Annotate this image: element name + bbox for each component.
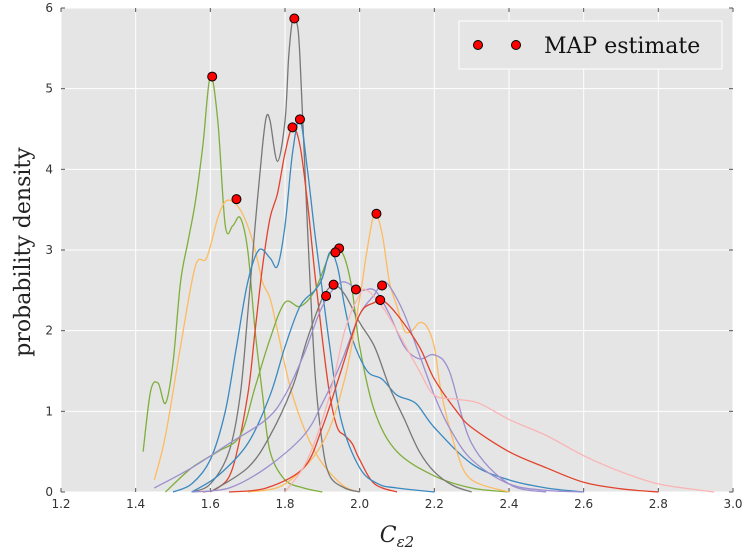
density-curve-7 xyxy=(191,251,584,493)
legend-marker-icon xyxy=(511,40,521,50)
density-curve-2 xyxy=(153,199,360,493)
y-tick-label: 5 xyxy=(45,82,53,96)
map-estimate-point-2 xyxy=(289,13,300,24)
map-estimate-point-5 xyxy=(231,194,242,205)
map-estimate-point-10 xyxy=(321,290,332,301)
y-tick-label: 2 xyxy=(45,324,53,338)
density-curve-5 xyxy=(172,118,435,493)
density-curve-8 xyxy=(209,284,472,493)
map-estimate-point-12 xyxy=(377,280,388,291)
axis-ticks: 1.2 1.4 1.6 1.8 2.0 2.2 2.4 2.6 2.8 3.0 0 1 2 3 4 5 6 xyxy=(45,1,742,511)
density-curve-13 xyxy=(284,288,715,493)
density-curve-6 xyxy=(165,247,510,493)
density-curve-4 xyxy=(202,126,398,493)
legend-label: MAP estimate xyxy=(544,34,700,59)
x-tick-label: 1.6 xyxy=(201,497,220,511)
map-estimate-point-13 xyxy=(375,295,386,306)
x-tick-label: 2.4 xyxy=(499,497,518,511)
x-tick-label: 1.4 xyxy=(126,497,145,511)
y-tick-label: 3 xyxy=(45,243,53,257)
x-tick-label: 1.2 xyxy=(51,497,70,511)
y-tick-label: 6 xyxy=(45,1,53,15)
x-axis-title: Cε2 xyxy=(380,523,414,551)
y-tick-label: 4 xyxy=(45,162,53,176)
legend-marker-icon xyxy=(473,40,483,50)
map-estimate-point-11 xyxy=(350,284,361,295)
x-tick-label: 2.2 xyxy=(425,497,444,511)
y-axis-title: probability density xyxy=(11,147,36,357)
y-tick-label: 0 xyxy=(45,485,53,499)
x-tick-label: 2.6 xyxy=(574,497,593,511)
x-tick-label: 1.8 xyxy=(275,497,294,511)
map-estimate-point-8 xyxy=(330,247,341,258)
x-tick-label: 3.0 xyxy=(723,497,742,511)
map-estimate-point-9 xyxy=(328,279,339,290)
legend-box xyxy=(458,20,723,70)
y-tick-label: 1 xyxy=(45,404,53,418)
map-estimate-point-4 xyxy=(294,114,305,125)
legend: MAP estimate xyxy=(458,20,723,70)
map-estimate-point-1 xyxy=(207,71,218,82)
density-curve-10 xyxy=(153,281,547,493)
density-curve-1 xyxy=(142,75,323,493)
density-curve-9 xyxy=(247,212,510,493)
map-estimate-point-6 xyxy=(371,208,382,219)
x-tick-label: 2.8 xyxy=(649,497,668,511)
map-markers xyxy=(207,13,388,306)
density-curve-12 xyxy=(228,298,659,493)
x-tick-label: 2.0 xyxy=(350,497,369,511)
map-estimate-point-3 xyxy=(287,122,298,133)
density-curve-3 xyxy=(191,14,360,493)
